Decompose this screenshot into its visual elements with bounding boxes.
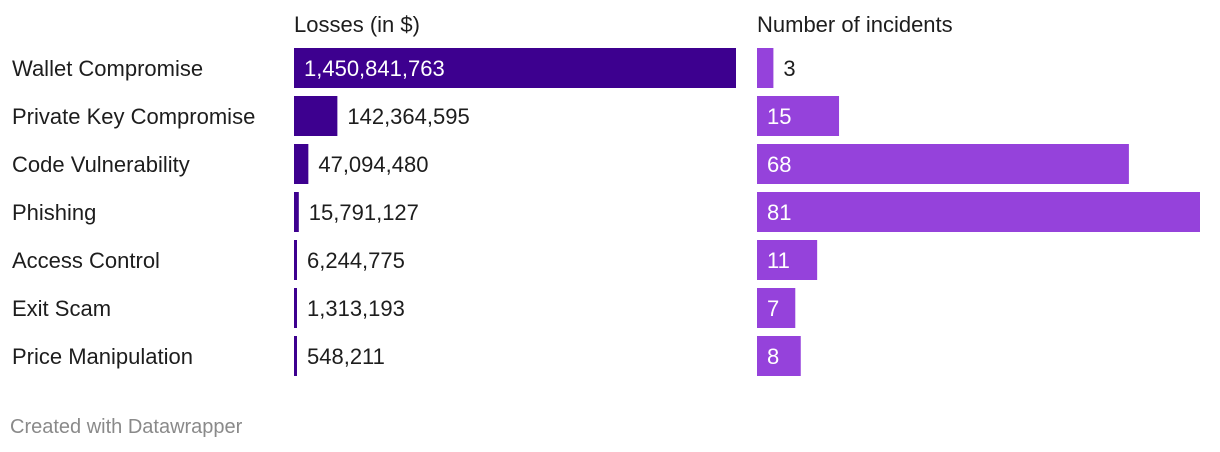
losses-bar	[294, 192, 299, 232]
losses-value-label: 15,791,127	[309, 200, 419, 225]
losses-value-label: 548,211	[307, 344, 385, 369]
incidents-value-label: 3	[783, 56, 795, 81]
incidents-value-label: 68	[767, 152, 791, 177]
incidents-value-label: 11	[767, 248, 790, 273]
incidents-value-label: 8	[767, 344, 779, 369]
incidents-column-title: Number of incidents	[757, 12, 953, 37]
incidents-value-label: 15	[767, 104, 791, 129]
losses-value-label: 1,450,841,763	[304, 56, 445, 81]
losses-value-label: 142,364,595	[347, 104, 469, 129]
incidents-bar	[757, 96, 840, 136]
incidents-bar	[757, 144, 1129, 184]
incidents-bar	[757, 240, 818, 280]
bar-chart: Losses (in $) Number of incidents Wallet…	[12, 12, 1200, 376]
category-label: Phishing	[12, 200, 96, 225]
category-label: Code Vulnerability	[12, 152, 190, 177]
incidents-bar	[757, 336, 801, 376]
category-label: Exit Scam	[12, 296, 111, 321]
category-label: Wallet Compromise	[12, 56, 203, 81]
losses-value-label: 1,313,193	[307, 296, 405, 321]
chart-rows: Wallet Compromise 1,450,841,763 3 Private K…	[12, 48, 1200, 376]
losses-bar	[294, 336, 297, 376]
datawrapper-credit: Created with Datawrapper	[10, 416, 243, 438]
category-label: Price Manipulation	[12, 344, 193, 369]
category-label: Access Control	[12, 248, 160, 273]
category-label: Private Key Compromise	[12, 104, 255, 129]
incidents-bar	[757, 48, 774, 88]
incidents-value-label: 81	[767, 200, 791, 225]
losses-bar	[294, 48, 736, 88]
losses-value-label: 6,244,775	[307, 248, 405, 273]
losses-column-title: Losses (in $)	[294, 12, 420, 37]
losses-value-label: 47,094,480	[318, 152, 428, 177]
losses-bar	[294, 288, 297, 328]
losses-bar	[294, 96, 338, 136]
losses-bar	[294, 144, 309, 184]
incidents-value-label: 7	[767, 296, 779, 321]
incidents-bar	[757, 192, 1200, 232]
incidents-bar	[757, 288, 796, 328]
losses-bar	[294, 240, 297, 280]
